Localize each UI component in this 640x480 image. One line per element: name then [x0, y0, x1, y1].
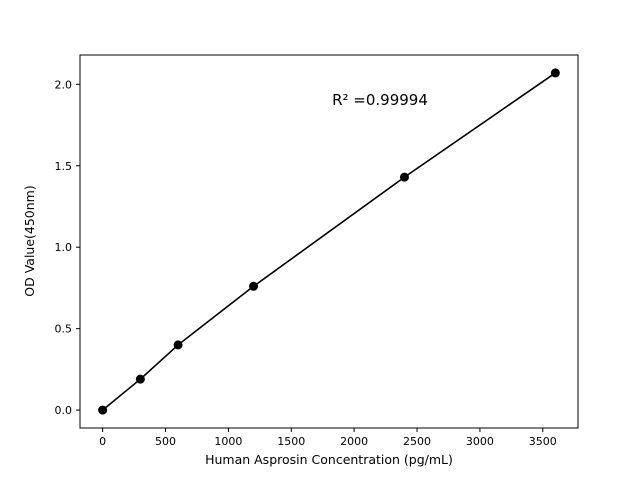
- data-point: [550, 68, 560, 78]
- y-tick-label: 1.0: [55, 241, 73, 254]
- x-tick-label: 2500: [403, 435, 431, 448]
- data-point: [98, 405, 108, 415]
- x-tick-label: 2000: [340, 435, 368, 448]
- x-tick-label: 0: [99, 435, 106, 448]
- x-tick-label: 3000: [466, 435, 494, 448]
- x-tick-label: 3500: [529, 435, 557, 448]
- x-tick-label: 1000: [214, 435, 242, 448]
- x-axis-label: Human Asprosin Concentration (pg/mL): [205, 452, 453, 467]
- standard-curve-line: [102, 72, 556, 411]
- y-tick-label: 0.5: [55, 323, 73, 336]
- y-tick-label: 0.0: [55, 404, 73, 417]
- plot-frame: [79, 54, 579, 429]
- x-tick-label: 500: [155, 435, 176, 448]
- data-point: [173, 340, 183, 350]
- data-point: [135, 374, 145, 384]
- y-tick-label: 2.0: [55, 78, 73, 91]
- y-tick-label: 1.5: [55, 160, 73, 173]
- r-squared-annotation: R² =0.99994: [332, 91, 428, 109]
- data-point: [399, 172, 409, 182]
- data-point: [249, 281, 259, 291]
- y-axis-label: OD Value(450nm): [22, 185, 37, 296]
- plot-area: 0 500 1000 1500 2000 2500 3000 3500 0.0 0.5 1.0 1.5…: [55, 54, 579, 448]
- x-tick-label: 1500: [277, 435, 305, 448]
